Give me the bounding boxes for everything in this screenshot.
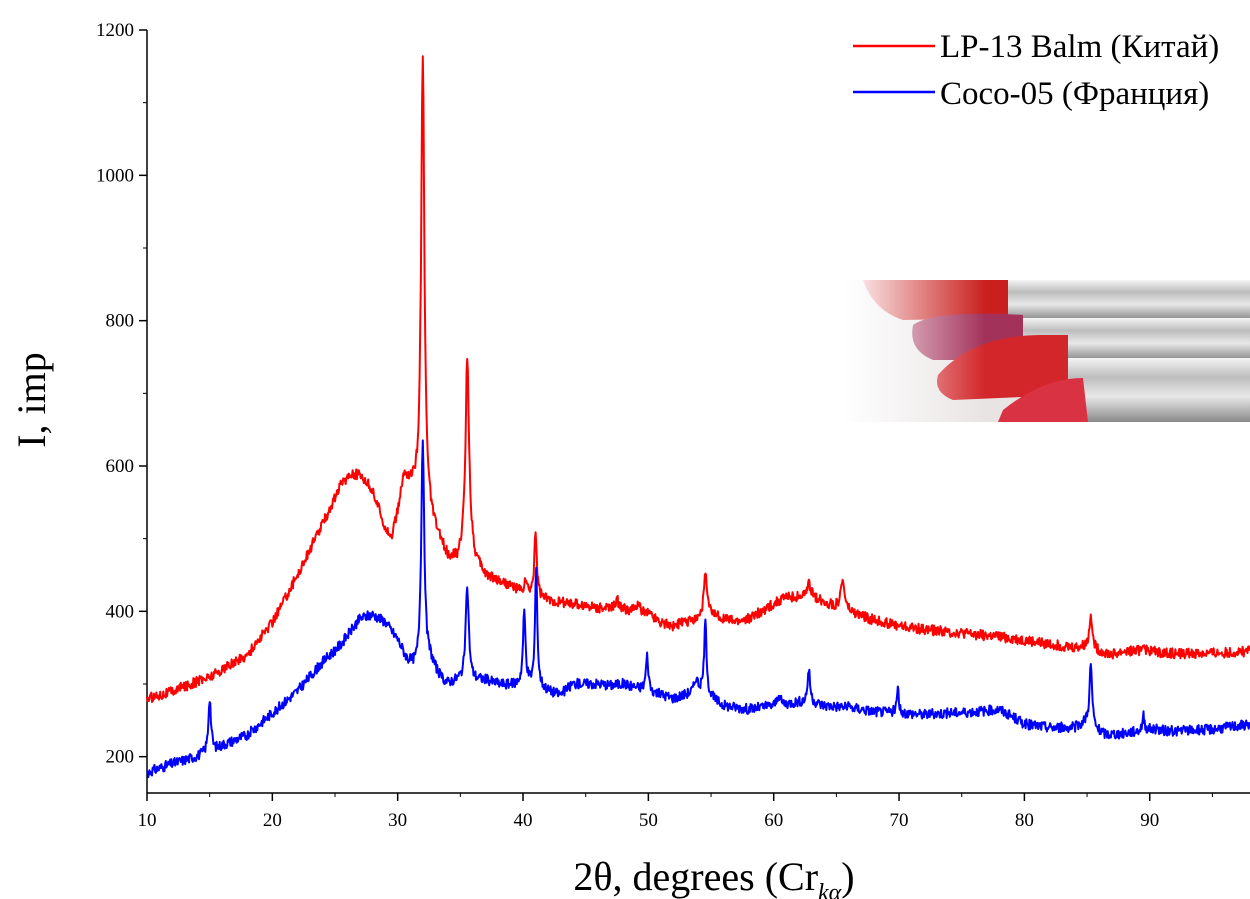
y-tick-label: 600 (106, 456, 135, 477)
x-tick-label: 90 (1140, 810, 1159, 831)
legend-label-coco05: Coco-05 (Франция) (940, 76, 1209, 112)
y-tick-label: 1200 (96, 20, 134, 41)
axes: 10 20 30 40 50 60 70 80 90 200 400 600 800 1000 1200 (96, 20, 1250, 831)
x-axis-title: 2θ, degrees (Crkα) (573, 854, 854, 899)
y-tick-label: 800 (106, 311, 135, 332)
y-axis-title: I, imp (9, 352, 54, 448)
x-tick-label: 80 (1015, 810, 1034, 831)
x-tick-label: 20 (263, 810, 282, 831)
x-tick-label: 30 (388, 810, 407, 831)
x-tick-label: 60 (764, 810, 783, 831)
y-tick-label: 1000 (96, 165, 134, 186)
legend: LP-13 Balm (Китай) Coco-05 (Франция) (853, 29, 1219, 112)
x-tick-label: 50 (639, 810, 658, 831)
x-axis-title-end: ) (841, 854, 854, 899)
x-axis-title-main: 2θ, degrees (Cr (573, 854, 818, 899)
y-tick-label: 200 (106, 747, 135, 768)
series-line-lp13-balm (146, 55, 1250, 703)
lipsticks-photo (843, 280, 1250, 422)
x-axis-title-sub: kα (818, 880, 842, 899)
legend-label-lp13: LP-13 Balm (Китай) (940, 29, 1219, 65)
series-line-coco-05 (146, 439, 1250, 779)
y-tick-label: 400 (106, 601, 135, 622)
x-tick-label: 70 (890, 810, 909, 831)
x-tick-label: 10 (138, 810, 157, 831)
x-tick-label: 40 (514, 810, 533, 831)
series-layer (146, 55, 1250, 779)
